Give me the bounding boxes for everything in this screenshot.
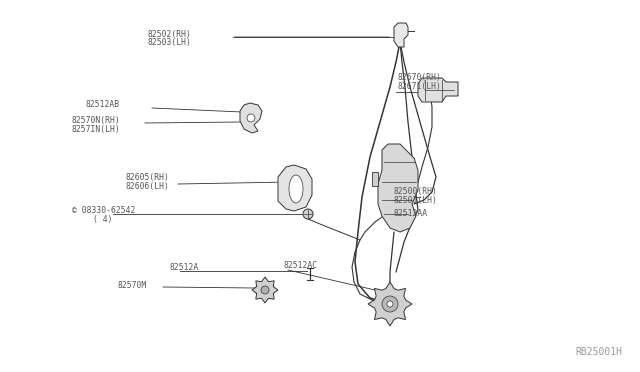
Text: 82512AA: 82512AA xyxy=(393,208,427,218)
Ellipse shape xyxy=(289,175,303,203)
Text: 82501(LH): 82501(LH) xyxy=(393,196,437,205)
Polygon shape xyxy=(372,172,378,186)
Text: 82606(LH): 82606(LH) xyxy=(126,182,170,190)
Text: 82512AC: 82512AC xyxy=(283,262,317,270)
Polygon shape xyxy=(368,282,412,326)
Text: 82500(RH): 82500(RH) xyxy=(393,186,437,196)
Polygon shape xyxy=(418,78,458,102)
Text: 82570N(RH): 82570N(RH) xyxy=(72,115,121,125)
Text: 82502(RH): 82502(RH) xyxy=(148,29,192,38)
Polygon shape xyxy=(394,23,408,47)
Text: 8257IN(LH): 8257IN(LH) xyxy=(72,125,121,134)
Text: 82570M: 82570M xyxy=(118,280,147,289)
Polygon shape xyxy=(378,144,418,232)
Circle shape xyxy=(303,209,313,219)
Circle shape xyxy=(261,286,269,294)
Circle shape xyxy=(387,301,393,307)
Polygon shape xyxy=(240,103,262,133)
Text: RB25001H: RB25001H xyxy=(575,347,622,357)
Text: 82671(LH): 82671(LH) xyxy=(397,81,441,90)
Polygon shape xyxy=(252,277,278,303)
Text: 82512A: 82512A xyxy=(170,263,199,273)
Circle shape xyxy=(247,114,255,122)
Text: © 08330-62542: © 08330-62542 xyxy=(72,205,136,215)
Text: 82503(LH): 82503(LH) xyxy=(148,38,192,46)
Text: 82670(RH): 82670(RH) xyxy=(397,73,441,81)
Text: 82512AB: 82512AB xyxy=(86,99,120,109)
Text: 82605(RH): 82605(RH) xyxy=(126,173,170,182)
Text: ( 4): ( 4) xyxy=(93,215,113,224)
Polygon shape xyxy=(278,165,312,211)
Circle shape xyxy=(382,296,398,312)
